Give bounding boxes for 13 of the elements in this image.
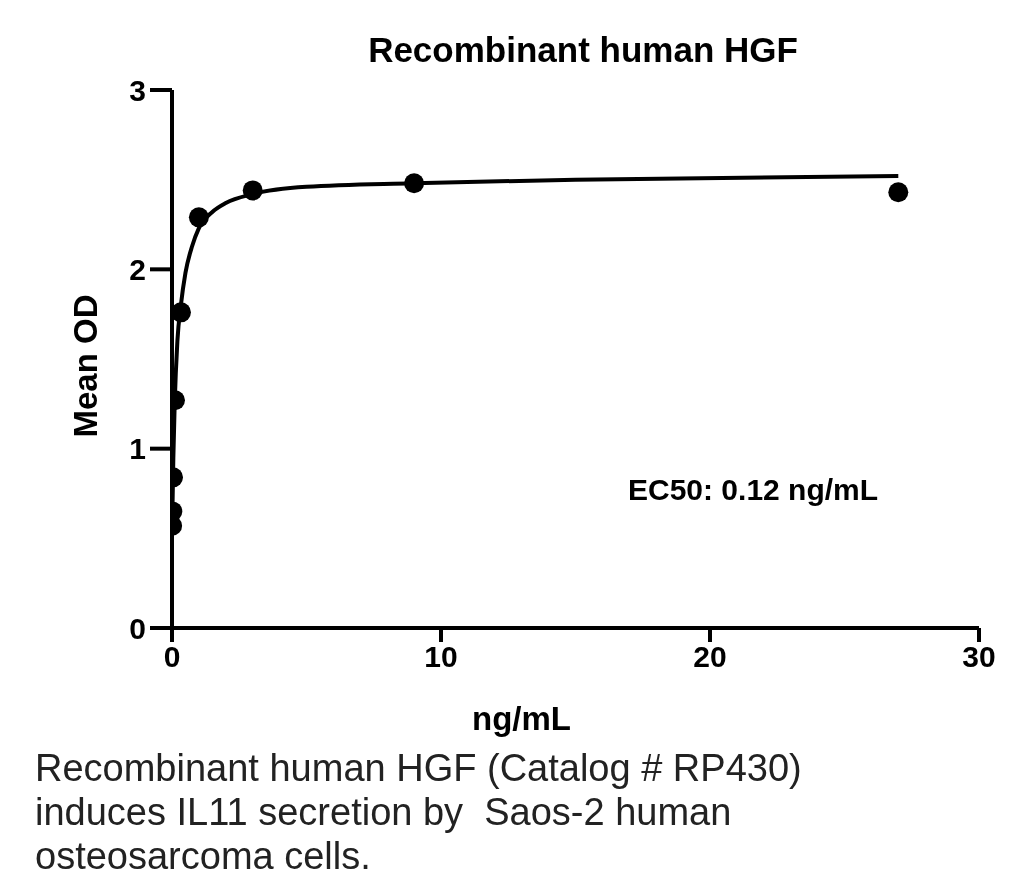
y-tick-label: 2 — [129, 252, 146, 286]
x-tick-label: 20 — [693, 640, 727, 674]
chart-title: Recombinant human HGF — [367, 30, 799, 70]
y-tick-label: 3 — [129, 73, 146, 107]
x-tick-label: 10 — [424, 640, 458, 674]
x-tick-label: 30 — [962, 640, 996, 674]
x-axis-title: ng/mL — [472, 700, 571, 738]
annotation: EC50: 0.12 ng/mL — [628, 473, 879, 507]
y-tick-label: 0 — [129, 611, 146, 645]
x-tick-label: 0 — [163, 640, 181, 674]
y-axis-title: Mean OD — [67, 294, 105, 438]
text: Recombinant human HGF (Catalog # RP430) induces IL11 secretion by Saos-2 human osteosarcoma cells. — [35, 746, 803, 878]
y-tick-label: 1 — [129, 432, 146, 466]
